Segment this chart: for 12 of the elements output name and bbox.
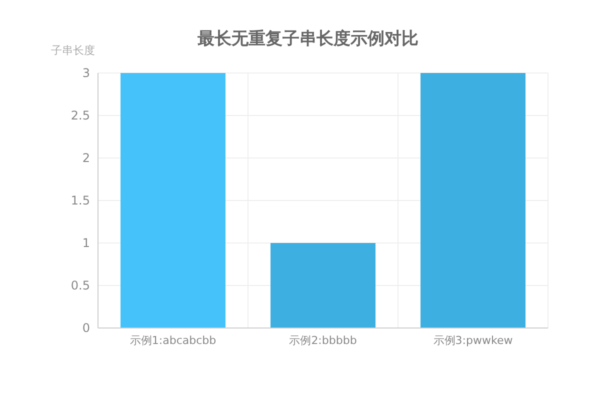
x-tick-label: 示例3:pwwkew (433, 334, 513, 347)
x-tick-label: 示例2:bbbbb (289, 334, 357, 347)
y-tick-label: 2.5 (70, 108, 90, 123)
y-tick-label: 0 (82, 321, 90, 336)
y-tick-label: 2 (82, 151, 90, 166)
y-tick-label: 1.5 (70, 194, 90, 208)
y-tick-label: 0.5 (70, 278, 90, 293)
chart-title: 最长无重复子串长度示例对比 (196, 29, 418, 49)
y-tick-label: 3 (82, 66, 90, 80)
y-axis-title: 子串长度 (51, 44, 95, 57)
y-tick-label: 1 (82, 236, 90, 250)
x-tick-label: 示例1:abcabcbb (130, 334, 216, 347)
